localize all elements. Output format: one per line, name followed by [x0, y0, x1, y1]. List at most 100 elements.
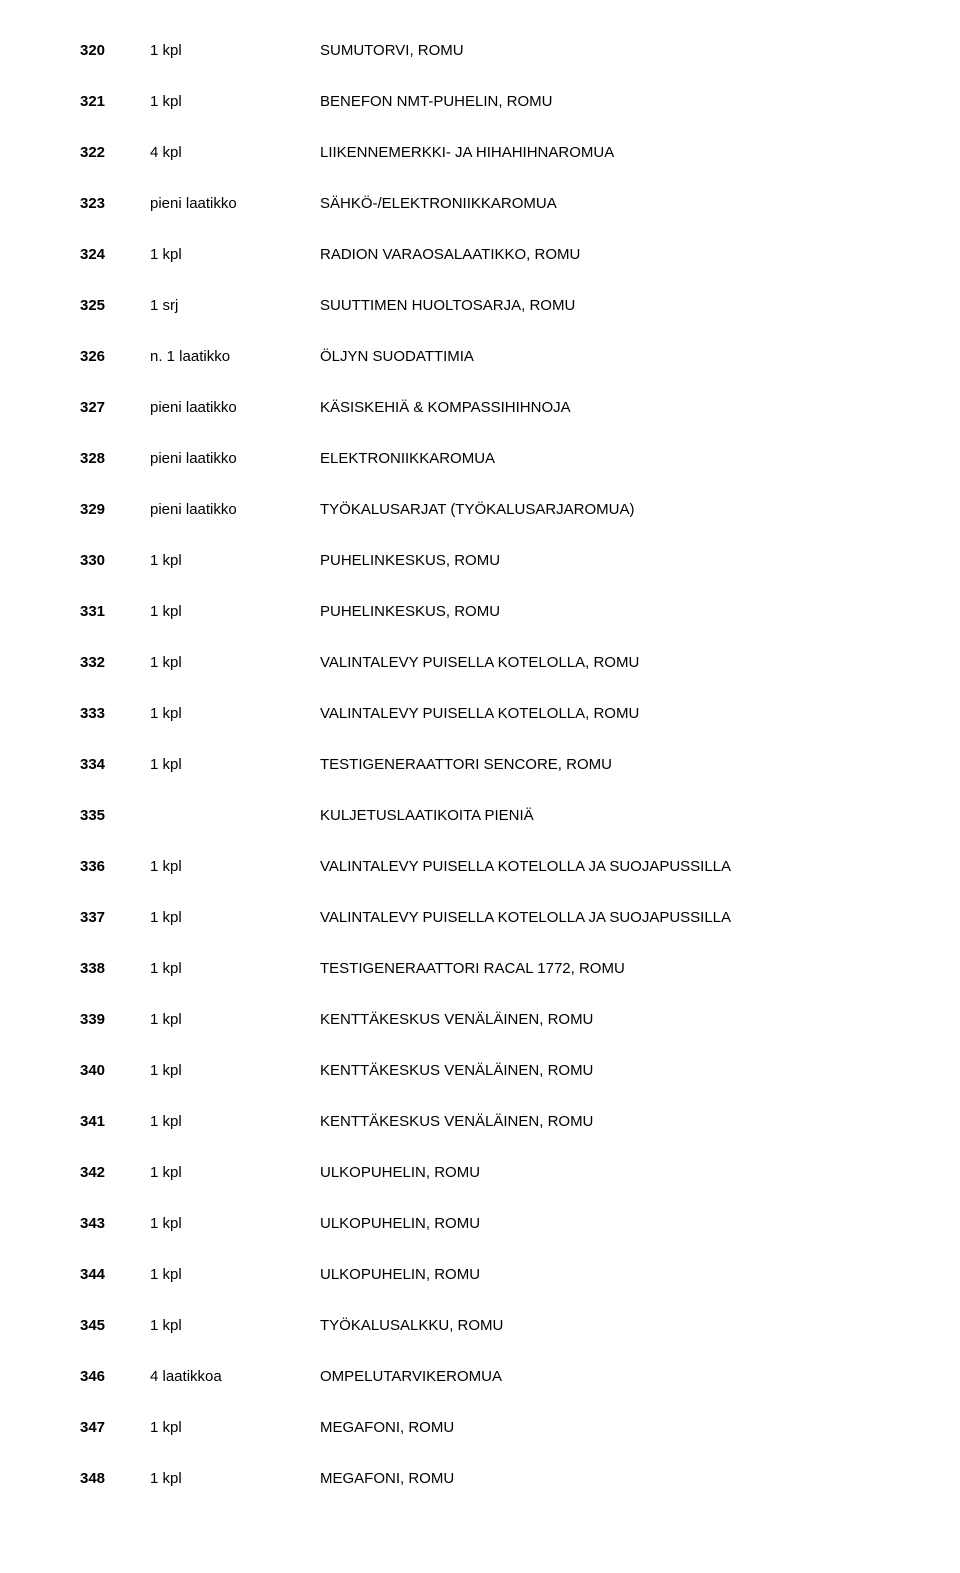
item-description: TYÖKALUSARJAT (TYÖKALUSARJAROMUA) [320, 499, 880, 520]
item-quantity: 1 kpl [150, 1315, 320, 1336]
table-row: 3251 srjSUUTTIMEN HUOLTOSARJA, ROMU [80, 295, 880, 316]
item-quantity: 1 kpl [150, 550, 320, 571]
item-number: 323 [80, 193, 150, 214]
item-number: 332 [80, 652, 150, 673]
item-quantity: 4 kpl [150, 142, 320, 163]
table-row: 326n. 1 laatikkoÖLJYN SUODATTIMIA [80, 346, 880, 367]
table-row: 3481 kplMEGAFONI, ROMU [80, 1468, 880, 1489]
item-number: 343 [80, 1213, 150, 1234]
item-description: VALINTALEVY PUISELLA KOTELOLLA JA SUOJAP… [320, 856, 880, 877]
item-quantity: 1 kpl [150, 1213, 320, 1234]
table-row: 3441 kplULKOPUHELIN, ROMU [80, 1264, 880, 1285]
item-number: 346 [80, 1366, 150, 1387]
item-description: OMPELUTARVIKEROMUA [320, 1366, 880, 1387]
item-quantity: 1 kpl [150, 601, 320, 622]
item-number: 325 [80, 295, 150, 316]
item-number: 327 [80, 397, 150, 418]
item-quantity: 1 kpl [150, 1009, 320, 1030]
item-description: VALINTALEVY PUISELLA KOTELOLLA, ROMU [320, 703, 880, 724]
item-number: 339 [80, 1009, 150, 1030]
table-row: 3301 kplPUHELINKESKUS, ROMU [80, 550, 880, 571]
item-description: ÖLJYN SUODATTIMIA [320, 346, 880, 367]
item-number: 347 [80, 1417, 150, 1438]
table-row: 3451 kplTYÖKALUSALKKU, ROMU [80, 1315, 880, 1336]
item-number: 337 [80, 907, 150, 928]
item-quantity: 1 kpl [150, 91, 320, 112]
table-row: 3331 kplVALINTALEVY PUISELLA KOTELOLLA, … [80, 703, 880, 724]
item-quantity: 1 kpl [150, 958, 320, 979]
table-row: 3421 kplULKOPUHELIN, ROMU [80, 1162, 880, 1183]
item-description: ELEKTRONIIKKAROMUA [320, 448, 880, 469]
item-quantity: 1 kpl [150, 1060, 320, 1081]
item-number: 333 [80, 703, 150, 724]
item-number: 345 [80, 1315, 150, 1336]
table-row: 3371 kplVALINTALEVY PUISELLA KOTELOLLA J… [80, 907, 880, 928]
item-description: TESTIGENERAATTORI RACAL 1772, ROMU [320, 958, 880, 979]
item-description: KENTTÄKESKUS VENÄLÄINEN, ROMU [320, 1060, 880, 1081]
item-description: TYÖKALUSALKKU, ROMU [320, 1315, 880, 1336]
table-row: 329pieni laatikkoTYÖKALUSARJAT (TYÖKALUS… [80, 499, 880, 520]
table-row: 3471 kplMEGAFONI, ROMU [80, 1417, 880, 1438]
item-quantity: 1 kpl [150, 244, 320, 265]
item-description: PUHELINKESKUS, ROMU [320, 601, 880, 622]
item-number: 334 [80, 754, 150, 775]
item-quantity: pieni laatikko [150, 499, 320, 520]
table-row: 3321 kplVALINTALEVY PUISELLA KOTELOLLA, … [80, 652, 880, 673]
item-quantity: 1 kpl [150, 1264, 320, 1285]
item-description: KULJETUSLAATIKOITA PIENIÄ [320, 805, 880, 826]
item-number: 348 [80, 1468, 150, 1489]
table-row: 3361 kplVALINTALEVY PUISELLA KOTELOLLA J… [80, 856, 880, 877]
item-description: SUMUTORVI, ROMU [320, 40, 880, 61]
item-description: LIIKENNEMERKKI- JA HIHAHIHNAROMUA [320, 142, 880, 163]
table-row: 3241 kplRADION VARAOSALAATIKKO, ROMU [80, 244, 880, 265]
table-row: 3401 kplKENTTÄKESKUS VENÄLÄINEN, ROMU [80, 1060, 880, 1081]
item-number: 331 [80, 601, 150, 622]
item-quantity: 1 kpl [150, 1111, 320, 1132]
item-quantity: 1 kpl [150, 856, 320, 877]
item-quantity: 4 laatikkoa [150, 1366, 320, 1387]
item-description: ULKOPUHELIN, ROMU [320, 1264, 880, 1285]
table-row: 3431 kplULKOPUHELIN, ROMU [80, 1213, 880, 1234]
item-description: VALINTALEVY PUISELLA KOTELOLLA JA SUOJAP… [320, 907, 880, 928]
item-quantity: 1 kpl [150, 652, 320, 673]
item-quantity: n. 1 laatikko [150, 346, 320, 367]
table-row: 327pieni laatikkoKÄSISKEHIÄ & KOMPASSIHI… [80, 397, 880, 418]
item-description: TESTIGENERAATTORI SENCORE, ROMU [320, 754, 880, 775]
item-number: 330 [80, 550, 150, 571]
table-row: 335 KULJETUSLAATIKOITA PIENIÄ [80, 805, 880, 826]
item-description: BENEFON NMT-PUHELIN, ROMU [320, 91, 880, 112]
table-row: 3311 kplPUHELINKESKUS, ROMU [80, 601, 880, 622]
item-number: 329 [80, 499, 150, 520]
table-row: 3201 kplSUMUTORVI, ROMU [80, 40, 880, 61]
item-description: SÄHKÖ-/ELEKTRONIIKKAROMUA [320, 193, 880, 214]
item-number: 324 [80, 244, 150, 265]
item-quantity: 1 kpl [150, 754, 320, 775]
item-quantity: 1 srj [150, 295, 320, 316]
table-row: 328pieni laatikkoELEKTRONIIKKAROMUA [80, 448, 880, 469]
item-number: 321 [80, 91, 150, 112]
item-description: SUUTTIMEN HUOLTOSARJA, ROMU [320, 295, 880, 316]
item-quantity: 1 kpl [150, 40, 320, 61]
item-description: RADION VARAOSALAATIKKO, ROMU [320, 244, 880, 265]
item-description: PUHELINKESKUS, ROMU [320, 550, 880, 571]
item-number: 341 [80, 1111, 150, 1132]
item-description: ULKOPUHELIN, ROMU [320, 1213, 880, 1234]
item-number: 320 [80, 40, 150, 61]
table-row: 3341 kplTESTIGENERAATTORI SENCORE, ROMU [80, 754, 880, 775]
item-number: 340 [80, 1060, 150, 1081]
item-number: 338 [80, 958, 150, 979]
item-quantity: pieni laatikko [150, 448, 320, 469]
item-number: 328 [80, 448, 150, 469]
item-number: 335 [80, 805, 150, 826]
item-number: 336 [80, 856, 150, 877]
item-quantity: pieni laatikko [150, 397, 320, 418]
item-number: 344 [80, 1264, 150, 1285]
item-number: 342 [80, 1162, 150, 1183]
table-row: 3211 kplBENEFON NMT-PUHELIN, ROMU [80, 91, 880, 112]
table-row: 3391 kplKENTTÄKESKUS VENÄLÄINEN, ROMU [80, 1009, 880, 1030]
item-description: KÄSISKEHIÄ & KOMPASSIHIHNOJA [320, 397, 880, 418]
table-row: 3464 laatikkoaOMPELUTARVIKEROMUA [80, 1366, 880, 1387]
item-quantity: 1 kpl [150, 1162, 320, 1183]
item-description: KENTTÄKESKUS VENÄLÄINEN, ROMU [320, 1009, 880, 1030]
item-quantity: pieni laatikko [150, 193, 320, 214]
